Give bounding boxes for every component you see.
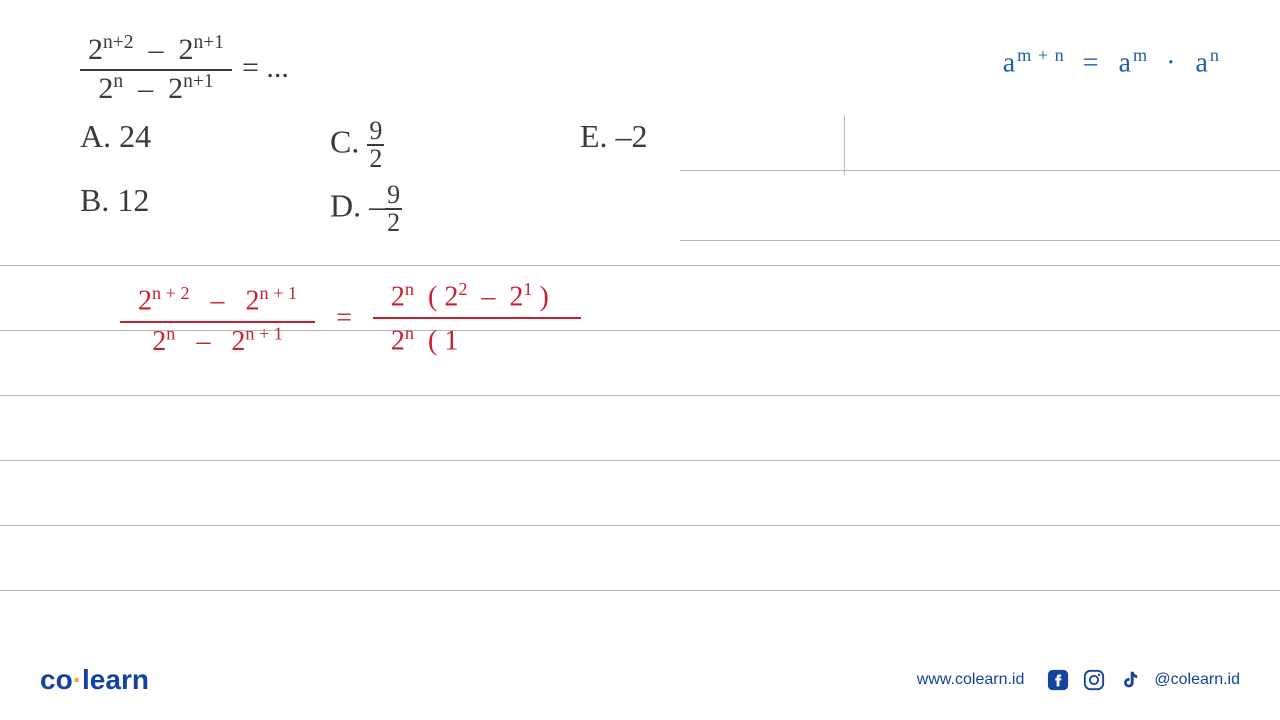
tiktok-icon [1118,668,1142,692]
num-term2-exp: n+1 [194,32,225,53]
work-fraction-1: 2n + 2 – 2n + 1 2n – 2n + 1 [120,279,315,358]
num-term1-exp: n+2 [103,32,134,53]
ruled-line [680,240,1280,241]
exponent-formula-note: am + n = am · an [1003,45,1220,79]
ruled-line [680,170,1280,171]
colearn-logo: co·learn [40,664,149,696]
website-url: www.colearn.id [917,671,1025,689]
den-term1-exp: n [113,71,123,92]
facebook-icon [1046,668,1070,692]
num-term2-base: 2 [179,33,194,66]
question-fraction: 2n+2 – 2n+1 2n – 2n+1 [80,30,232,106]
instagram-icon [1082,668,1106,692]
den-term1-base: 2 [98,72,113,105]
ruled-line [0,395,1280,396]
num-term1-base: 2 [88,33,103,66]
equals-ellipsis: = ... [242,51,289,85]
option-a: A. 24 [80,118,200,172]
option-b: B. 12 [80,182,200,236]
den-term2-exp: n+1 [183,71,214,92]
answer-options: A. 24 C. 9 2 E. –2 B. 12 D. – [80,118,700,236]
work-fraction-2: 2n ( 22 – 21 ) 2n ( 1 [373,275,581,362]
option-d: D. – 9 2 [330,182,450,236]
ruled-line [0,265,1280,266]
option-c: C. 9 2 [330,118,450,172]
ruled-line [0,590,1280,591]
social-handle: @colearn.id [1154,671,1240,689]
vertical-separator [844,115,845,175]
footer: co·learn www.colearn.id @colearn.id [0,655,1280,705]
footer-right: www.colearn.id @colearn.id [917,668,1240,692]
handwritten-work: 2n + 2 – 2n + 1 2n – 2n + 1 = 2n ( 22 – … [120,275,581,362]
ruled-line [0,525,1280,526]
question-block: 2n+2 – 2n+1 2n – 2n+1 = ... A. 24 C. 9 2 [80,30,700,246]
ruled-line [0,460,1280,461]
option-e: E. –2 [580,118,700,172]
den-term2-base: 2 [168,72,183,105]
